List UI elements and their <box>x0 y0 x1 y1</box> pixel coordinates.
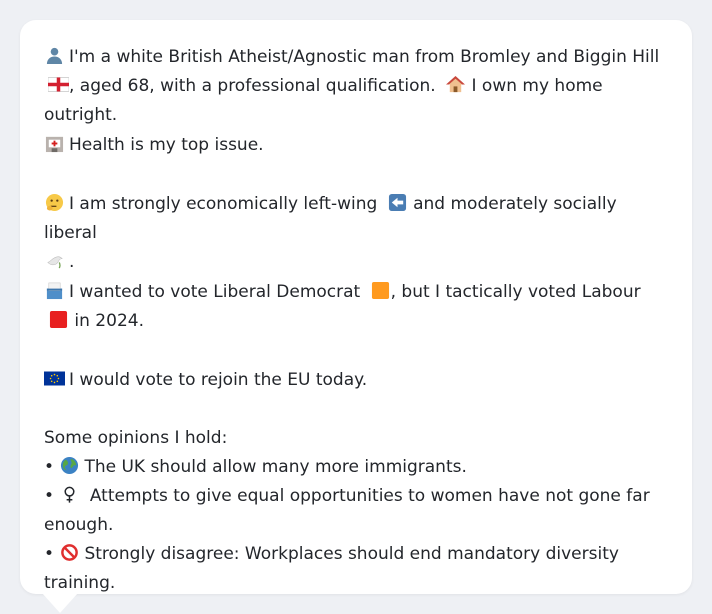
bullet: • <box>44 544 55 564</box>
economics-text-b: and moderately socially liberal <box>44 194 617 243</box>
profile-card: I'm a white British Atheist/Agnostic man… <box>20 20 692 594</box>
orange-square-icon <box>371 281 389 300</box>
economics-text-end: . <box>69 252 75 272</box>
england-flag-icon <box>48 77 69 92</box>
ballot-box-icon <box>46 282 63 300</box>
bullet: • <box>44 457 55 477</box>
health-paragraph: Health is my top issue. <box>44 131 668 160</box>
vote-text-c: in 2024. <box>74 311 144 331</box>
prohibited-icon <box>61 544 79 561</box>
dove-icon <box>47 256 63 269</box>
economics-paragraph: I am strongly economically left-wing and… <box>44 190 668 277</box>
opinion-item: • Strongly disagree: Workplaces should e… <box>44 540 668 598</box>
intro-text-a: I'm a white British Atheist/Agnostic man… <box>69 47 660 67</box>
intro-paragraph: I'm a white British Atheist/Agnostic man… <box>44 43 668 130</box>
vote-text-a: I wanted to vote Liberal Democrat <box>69 282 361 302</box>
opinion-text: Attempts to give equal opportunities to … <box>44 486 650 535</box>
opinions-heading: Some opinions I hold: <box>44 428 228 448</box>
female-sign-icon <box>64 486 75 503</box>
opinion-item: • Attempts to give equal opportunities t… <box>44 482 668 540</box>
bullet: • <box>44 486 55 506</box>
thinking-face-icon <box>45 193 64 212</box>
economics-text-a: I am strongly economically left-wing <box>69 194 378 214</box>
health-text: Health is my top issue. <box>69 135 264 155</box>
globe-icon <box>61 456 79 475</box>
house-icon <box>446 75 466 93</box>
opinion-item: • The UK should allow many more immigran… <box>44 453 668 482</box>
left-arrow-icon <box>388 193 406 212</box>
vote-text-b: , but I tactically voted Labour <box>390 282 641 302</box>
eu-text: I would vote to rejoin the EU today. <box>69 370 368 390</box>
opinion-text: The UK should allow many more immigrants… <box>84 457 467 477</box>
intro-text-b: , aged 68, with a professional qualifica… <box>69 76 436 96</box>
vote-paragraph: I wanted to vote Liberal Democrat , but … <box>44 278 668 336</box>
person-icon <box>46 47 63 65</box>
speech-bubble-tail <box>42 593 78 613</box>
eu-paragraph: I would vote to rejoin the EU today. <box>44 366 668 395</box>
hospital-icon <box>45 136 64 153</box>
red-square-icon <box>49 310 68 329</box>
opinions-section: Some opinions I hold: • The UK should al… <box>44 424 668 598</box>
eu-flag-icon <box>44 371 65 386</box>
intro-text-c: I own my home outright. <box>44 76 603 125</box>
opinion-text: Strongly disagree: Workplaces should end… <box>44 544 619 593</box>
